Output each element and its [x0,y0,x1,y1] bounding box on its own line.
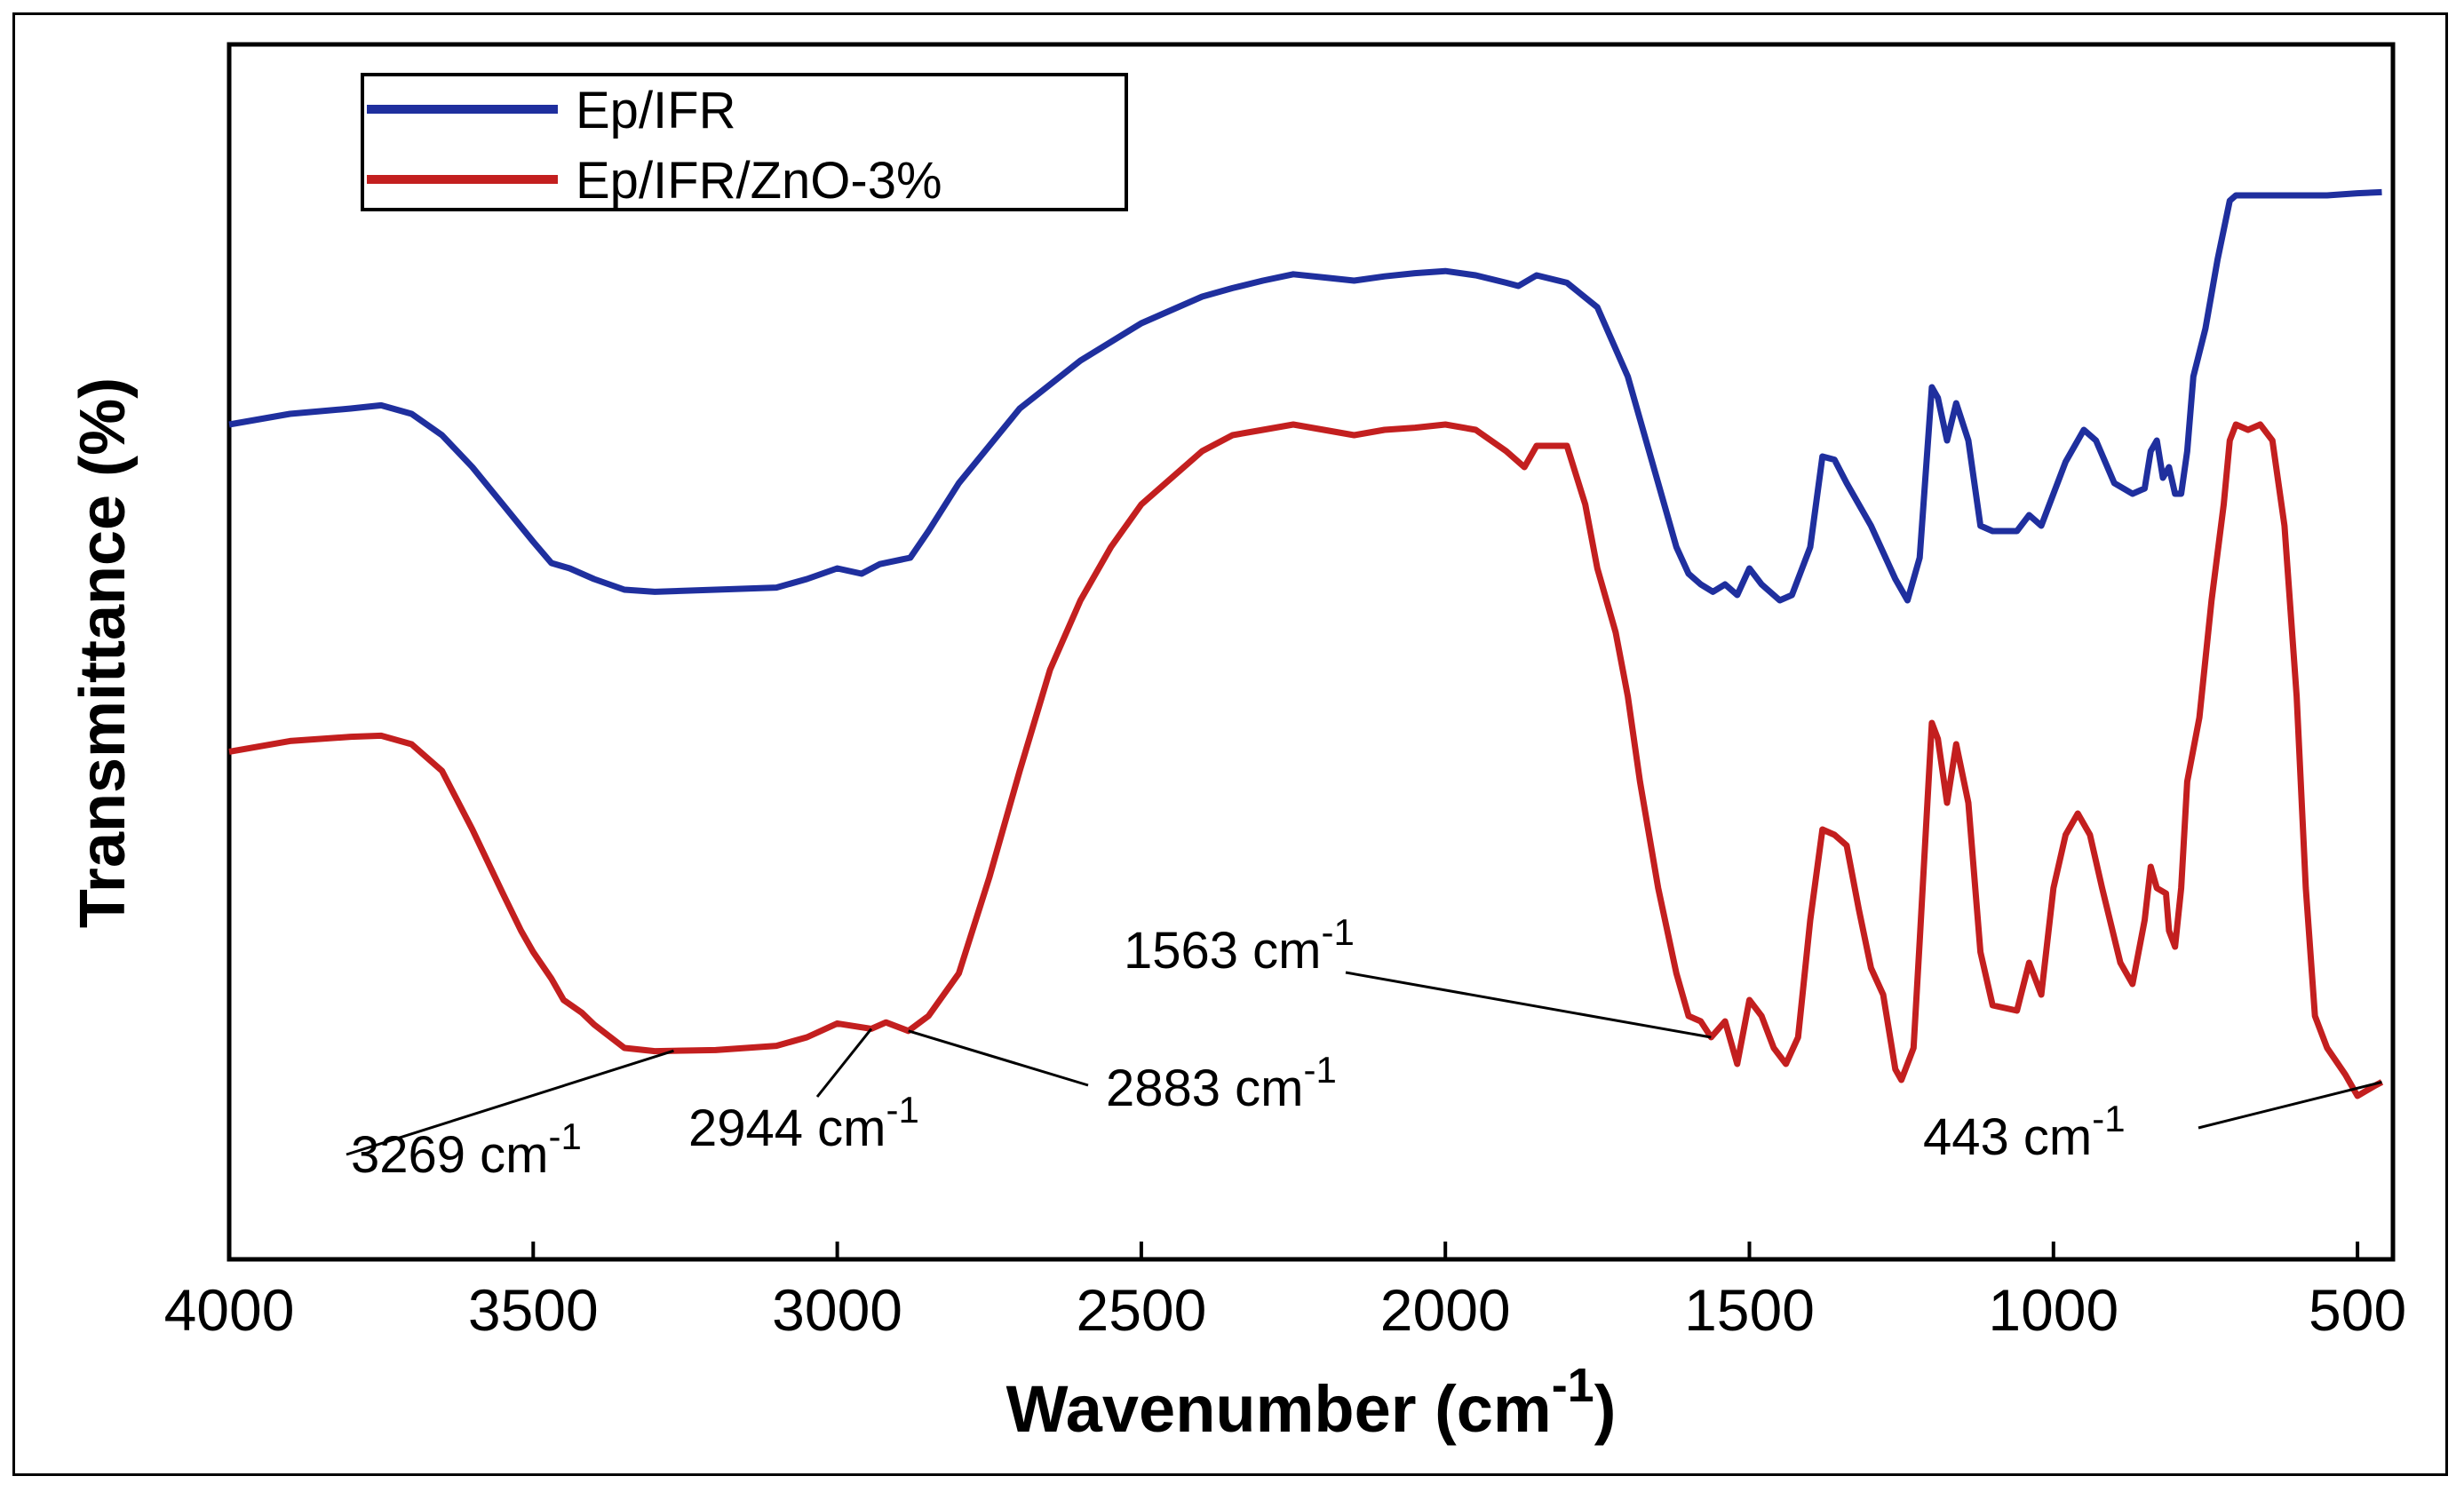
legend: Ep/IFR Ep/IFR/ZnO-3% [361,73,1128,211]
legend-label-ep-ifr-zno: Ep/IFR/ZnO-3% [576,152,942,210]
annotation-leader-line [908,1029,1089,1087]
annotation-label: 2883 cm-1 [1106,1049,1337,1117]
x-tick-label: 3500 [468,1277,599,1343]
annotation-leader-line [815,1028,873,1098]
plot-area-frame [227,42,2396,1262]
x-tick-label: 2000 [1380,1277,1511,1343]
annotation-label: 443 cm-1 [1923,1098,2126,1166]
x-tick-label: 1500 [1684,1277,1815,1343]
x-tick-label: 2500 [1076,1277,1206,1343]
series-layer [228,188,2384,1099]
legend-box [361,73,1128,211]
annotation-leader-line [2198,1080,2382,1130]
x-axis-title-sup: -1 [1552,1359,1594,1412]
x-tick-label: 4000 [164,1277,295,1343]
annotation-label: 3269 cm-1 [351,1115,582,1184]
figure-frame [12,12,2448,1476]
annotation-label: 2944 cm-1 [688,1089,919,1157]
series-line-ep-ifr [228,188,2382,604]
series-line-ep-ifr-zno [228,421,2384,1099]
annotation-leader-line [346,1049,674,1156]
x-axis-title-close: ) [1594,1372,1617,1446]
annotation-leader-line [1345,971,1712,1039]
y-axis-title: Transmittance (%) [68,377,139,928]
annotation-layer: 3269 cm-1 2944 cm-1 2883 cm-1 1563 cm-1 443 … [346,911,2382,1184]
x-axis-ticks: 4000 3500 3000 2500 2000 1500 1000 500 [164,1242,2406,1343]
x-tick-label: 500 [2309,1277,2406,1343]
x-axis-title: Wavenumber (cm-1) [1006,1359,1617,1446]
legend-label-ep-ifr: Ep/IFR [576,82,736,139]
annotation-label: 1563 cm-1 [1124,911,1355,980]
x-tick-label: 3000 [772,1277,902,1343]
x-axis-title-text: Wavenumber (cm [1006,1372,1552,1446]
x-tick-label: 1000 [1988,1277,2118,1343]
